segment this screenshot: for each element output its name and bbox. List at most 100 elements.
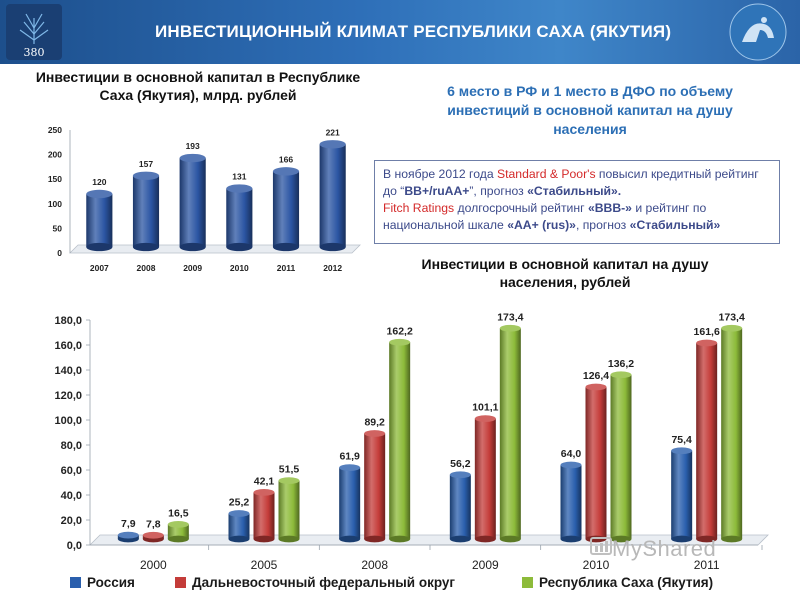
chart2-bar-russia-body xyxy=(449,474,471,539)
chart2-value-label: 7,8 xyxy=(146,518,161,530)
chart2-bar-russia xyxy=(228,510,250,543)
chart2-bar-dfo xyxy=(585,383,607,543)
fitch-outlook: «Стабильный» xyxy=(629,218,721,232)
chart2-value-label: 126,4 xyxy=(583,370,609,382)
chart1-bar-body xyxy=(179,158,206,247)
chart1-bar xyxy=(132,171,160,252)
chart2-bar-russia-base xyxy=(228,535,250,543)
chart2-bar-sakha xyxy=(389,338,411,543)
chart2-bar-dfo-top xyxy=(585,383,607,391)
chart2-y-tick: 160,0 xyxy=(54,340,82,352)
chart2-bar-russia-top xyxy=(228,510,250,517)
chart1-x-tick: 2008 xyxy=(137,263,156,273)
chart2-bar-dfo-body xyxy=(696,343,718,539)
chart2-x-tick: 2000 xyxy=(140,558,167,572)
chart1-bar-base xyxy=(226,242,253,252)
chart2-bar-sakha-base xyxy=(278,535,300,543)
chart2-bar-dfo xyxy=(364,430,386,543)
chart2-bar-sakha-top xyxy=(167,521,189,528)
chart1-x-tick: 2011 xyxy=(277,263,296,273)
chart2-value-label: 173,4 xyxy=(719,311,745,323)
chart2-y-tick: 60,0 xyxy=(61,465,82,477)
chart1-y-tick: 100 xyxy=(48,199,62,209)
chart2-bar-sakha-body xyxy=(389,342,411,539)
chart2-x-tick: 2010 xyxy=(583,558,610,572)
chart2-bar-dfo xyxy=(253,489,275,543)
chart2-value-label: 61,9 xyxy=(339,451,360,463)
legend-label-russia: Россия xyxy=(87,575,135,590)
chart2-bar-russia xyxy=(671,447,693,543)
rating-text-8: долгосрочный рейтинг xyxy=(454,201,588,215)
chart2-value-label: 16,5 xyxy=(168,507,189,519)
chart1-y-tick: 0 xyxy=(57,248,62,258)
republic-emblem-icon xyxy=(729,3,787,61)
chart2-bar-russia-body xyxy=(339,467,361,539)
agency-sp: Standard & Poor's xyxy=(497,167,596,181)
chart1-value-label: 120 xyxy=(92,177,106,187)
chart2-bar-russia xyxy=(560,461,582,543)
watermark-icon xyxy=(590,537,612,555)
chart2-bar-russia-top xyxy=(449,471,471,479)
legend-swatch-sakha xyxy=(522,577,533,588)
chart1-y-tick: 250 xyxy=(48,125,62,135)
chart2-y-tick: 20,0 xyxy=(61,515,82,527)
legend-item-sakha: Республика Саха (Якутия) xyxy=(522,575,713,590)
chart1-bar xyxy=(226,184,253,252)
chart2-bar-sakha-top xyxy=(499,324,521,332)
chart1-bar-base xyxy=(272,242,300,252)
rating-text-12: , прогноз xyxy=(575,218,630,232)
agency-fitch: Fitch Ratings xyxy=(383,201,455,215)
chart2-x-tick: 2011 xyxy=(694,558,720,572)
chart2-bar-dfo-top xyxy=(474,415,496,422)
chart1-bar-body xyxy=(132,175,160,247)
chart1-bar-body xyxy=(272,171,300,247)
chart1-value-label: 131 xyxy=(232,172,246,182)
chart2-value-label: 161,6 xyxy=(694,326,720,338)
chart1-bar-top xyxy=(132,171,160,180)
chart2-bar-sakha xyxy=(499,324,521,543)
chart1-bar-top xyxy=(319,140,346,149)
chart1-bar xyxy=(272,167,300,252)
chart2-bar-sakha-base xyxy=(389,535,411,543)
chart2-bar-sakha-body xyxy=(610,374,632,539)
chart1-x-tick: 2009 xyxy=(183,263,202,273)
chart-investments-per-capita: 0,0 20,0 40,0 60,0 80,0 100,0 120,0 140,0 160,0 1… xyxy=(54,311,769,572)
chart1-bar-top xyxy=(86,189,113,199)
chart2-value-label: 173,4 xyxy=(497,311,523,323)
chart1-y-tick: 150 xyxy=(48,174,62,184)
chart2-x-tick: 2005 xyxy=(251,558,278,572)
chart2-value-label: 136,2 xyxy=(608,358,634,370)
chart2-x-tick: 2008 xyxy=(361,558,388,572)
chart2-bar-russia xyxy=(339,464,361,543)
legend-swatch-russia xyxy=(70,577,81,588)
chart2-bar-dfo-base xyxy=(474,535,496,543)
chart2-bar-russia-top xyxy=(117,531,139,539)
chart2-value-label: 101,1 xyxy=(472,402,498,414)
chart1-bar xyxy=(86,189,113,252)
chart1-bar-body xyxy=(226,188,253,247)
chart2-bar-russia xyxy=(449,471,471,543)
chart2-value-label: 7,9 xyxy=(121,518,136,530)
chart1-bar-body xyxy=(86,193,113,247)
chart2-bar-dfo-body xyxy=(474,418,496,539)
chart1-x-tick: 2007 xyxy=(90,263,109,273)
chart2-bar-sakha-body xyxy=(721,328,743,539)
chart2-bar-dfo-body xyxy=(364,433,386,539)
chart2-bar-sakha-base xyxy=(610,535,632,543)
anniversary-logo-icon: 380 xyxy=(6,4,62,60)
chart2-bar-sakha-top xyxy=(278,477,300,484)
chart1-value-label: 193 xyxy=(186,141,200,151)
chart1-bar-top xyxy=(179,153,206,163)
chart2-y-tick: 180,0 xyxy=(54,315,82,327)
rating-text-1: В ноябре 2012 года xyxy=(383,167,498,181)
fitch-rating: «BBB-» xyxy=(587,201,632,215)
chart2-bar-dfo-body xyxy=(253,492,275,539)
chart2-bar-dfo-base xyxy=(364,535,386,543)
chart2-bar-russia-body xyxy=(671,450,693,539)
rating-text-5: ”, прогноз xyxy=(469,184,528,198)
chart2-bar-sakha-top xyxy=(610,371,632,379)
chart1-x-tick: 2010 xyxy=(230,263,249,273)
chart2-y-tick: 140,0 xyxy=(54,365,82,377)
chart2-bar-dfo xyxy=(474,415,496,543)
watermark-text: MyShared xyxy=(612,536,717,561)
